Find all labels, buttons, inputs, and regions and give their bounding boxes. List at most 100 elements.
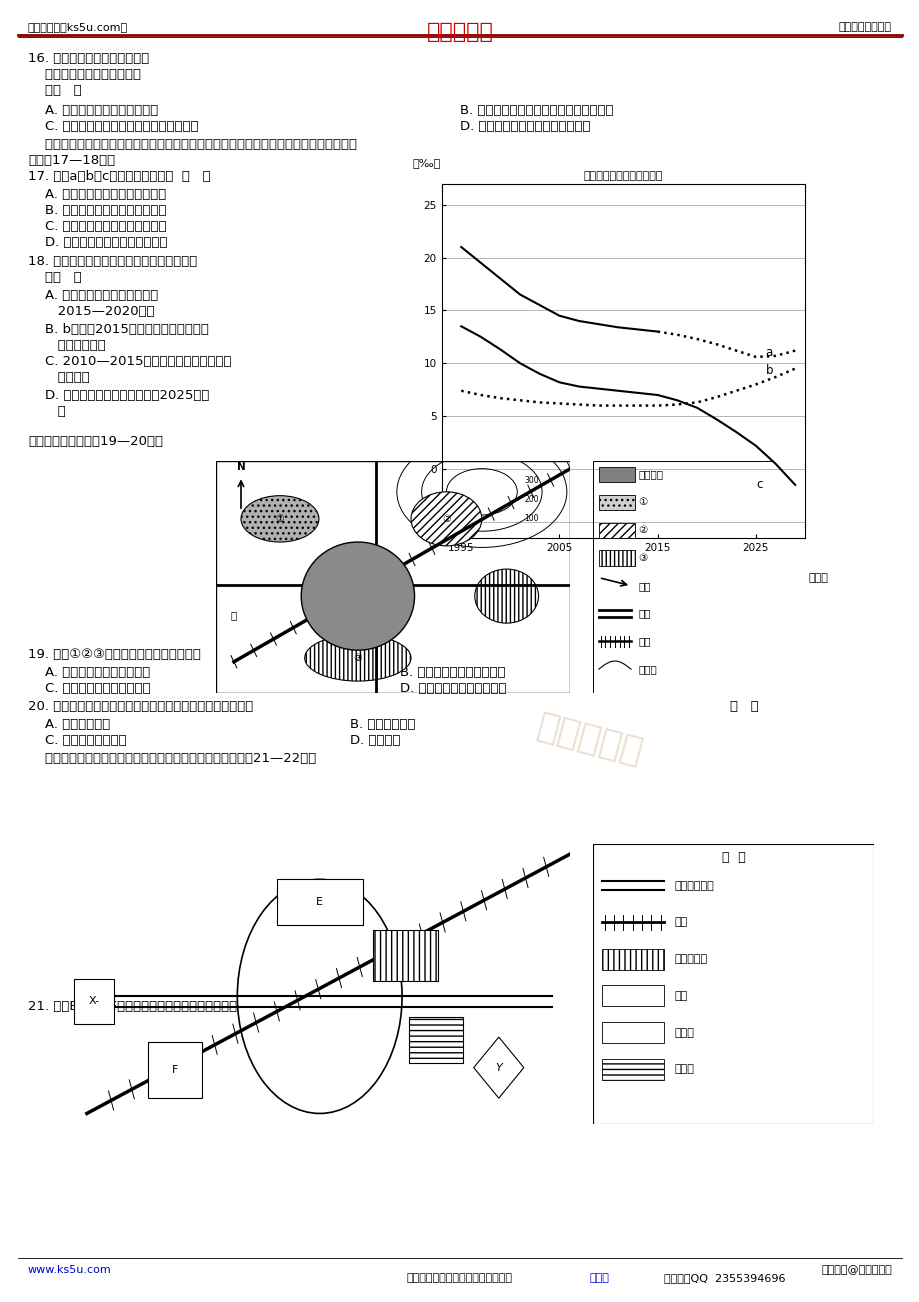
Ellipse shape — [301, 542, 414, 650]
Bar — [601, 986, 663, 1006]
Text: D. 社会经济和生态压力最小的是丁: D. 社会经济和生态压力最小的是丁 — [460, 120, 590, 133]
Text: ①: ① — [638, 497, 647, 508]
Ellipse shape — [304, 634, 411, 681]
Text: 住宅区: 住宅区 — [674, 1065, 694, 1074]
Bar — [598, 467, 634, 482]
Text: 境污染造成的: 境污染造成的 — [28, 339, 106, 352]
Text: 统型阶段: 统型阶段 — [28, 371, 90, 384]
Text: 后: 后 — [28, 405, 65, 418]
Text: ③: ③ — [353, 652, 362, 663]
Text: N: N — [236, 462, 245, 473]
FancyBboxPatch shape — [74, 979, 114, 1025]
Text: 是（   ）: 是（ ） — [28, 85, 82, 98]
Text: C. 地处盛行风下风向: C. 地处盛行风下风向 — [28, 734, 127, 747]
Text: C. 商业区、住宅区、工业区: C. 商业区、住宅区、工业区 — [28, 682, 151, 695]
Bar — [598, 551, 634, 565]
Text: 铁路: 铁路 — [674, 918, 687, 927]
Text: 公路: 公路 — [638, 608, 650, 618]
Text: 下图是我国人口增长走势及预测图，图中三条曲线表示出生率、死亡率、自然增长率。读: 下图是我国人口增长走势及预测图，图中三条曲线表示出生率、死亡率、自然增长率。读 — [28, 138, 357, 151]
Bar — [601, 1022, 663, 1043]
Text: E: E — [316, 897, 323, 907]
Text: 17. 图中a、b、c三条曲线依次表示  （   ）: 17. 图中a、b、c三条曲线依次表示 （ ） — [28, 171, 210, 184]
Text: 工业区: 工业区 — [674, 1027, 694, 1038]
Text: 300: 300 — [524, 475, 539, 484]
Text: a: a — [765, 346, 772, 359]
Text: X-: X- — [88, 996, 99, 1006]
Text: A. 中国人口最多的年份出现在: A. 中国人口最多的年份出现在 — [28, 289, 158, 302]
Text: 19. 图中①②③所代表的城市功能区分别是: 19. 图中①②③所代表的城市功能区分别是 — [28, 648, 200, 661]
Text: B. 最适宜发展劳动密集型产业的国家是丙: B. 最适宜发展劳动密集型产业的国家是丙 — [460, 104, 613, 117]
Bar — [373, 930, 437, 982]
Text: 21. 图中E工业区与F工业区相比，显著的区位优势是（   ）: 21. 图中E工业区与F工业区相比，显著的区位优势是（ ） — [28, 1000, 257, 1013]
Text: D. 死亡率、自然增长率、出生率: D. 死亡率、自然增长率、出生率 — [28, 236, 167, 249]
Text: 河流: 河流 — [638, 581, 650, 591]
Bar — [601, 1059, 663, 1079]
Text: 16. 关于甲、乙、丙、丁四个国: 16. 关于甲、乙、丙、丁四个国 — [28, 52, 149, 65]
Polygon shape — [473, 1038, 523, 1098]
Text: c: c — [755, 478, 762, 491]
Bar — [409, 1017, 462, 1062]
Text: 下图是我国西南地区中等城市功能区分布示意图。读图回答21—22题。: 下图是我国西南地区中等城市功能区分布示意图。读图回答21—22题。 — [28, 753, 316, 766]
Text: ①: ① — [276, 514, 284, 523]
Text: 18. 根据图中曲线走势判断，下列说法正确的: 18. 根据图中曲线走势判断，下列说法正确的 — [28, 255, 197, 268]
Text: A. 经济最发达的国家可能是甲: A. 经济最发达的国家可能是甲 — [28, 104, 158, 117]
Text: （河北、湖北、辽宁、安徽、重庆）: （河北、湖北、辽宁、安徽、重庆） — [406, 1273, 513, 1282]
Bar — [148, 1042, 201, 1098]
Text: B. 位于河流下游: B. 位于河流下游 — [349, 717, 415, 730]
Text: 等高线: 等高线 — [638, 664, 656, 674]
Text: D. 我国人口数量逐步减少要到2025年以: D. 我国人口数量逐步减少要到2025年以 — [28, 389, 210, 402]
Text: C. 死亡率、出生率、自然增长率: C. 死亡率、出生率、自然增长率 — [28, 220, 166, 233]
Text: C. 2010—2015年间我国人口增长处在传: C. 2010—2015年间我国人口增长处在传 — [28, 355, 232, 368]
Text: 高考资源网: 高考资源网 — [533, 710, 646, 771]
Bar — [598, 495, 634, 510]
Bar — [277, 879, 362, 926]
Text: www.ks5u.com: www.ks5u.com — [28, 1266, 111, 1275]
Text: 高考资源网: 高考资源网 — [426, 22, 493, 42]
Text: 城区: 城区 — [674, 991, 687, 1001]
Text: B. 工业区、住宅区、商业区: B. 工业区、住宅区、商业区 — [400, 667, 505, 680]
Text: 版权所有@高考资源网: 版权所有@高考资源网 — [821, 1266, 891, 1275]
Text: 100: 100 — [524, 514, 539, 523]
Text: 五地区: 五地区 — [589, 1273, 609, 1282]
Circle shape — [237, 879, 402, 1113]
Text: 家地理特征的叙述，正确的: 家地理特征的叙述，正确的 — [28, 68, 141, 81]
Text: B. b曲线自2015年后逐渐上升主要是环: B. b曲线自2015年后逐渐上升主要是环 — [28, 323, 209, 336]
Text: 试卷投稿QQ  2355394696: 试卷投稿QQ 2355394696 — [650, 1273, 785, 1282]
Text: ③: ③ — [638, 553, 647, 562]
Text: 图  例: 图 例 — [721, 852, 744, 865]
Text: 甲: 甲 — [231, 611, 237, 621]
Text: Y: Y — [494, 1062, 502, 1073]
Text: F: F — [171, 1065, 177, 1075]
Text: b: b — [765, 365, 772, 378]
Text: 主要商业区: 主要商业区 — [674, 954, 707, 965]
Text: 铁路: 铁路 — [638, 637, 650, 646]
Text: C. 劳动力短缺、社会保障负担较重的是乙: C. 劳动力短缺、社会保障负担较重的是乙 — [28, 120, 199, 133]
Title: 中国人口增长走势及预测图: 中国人口增长走势及预测图 — [583, 172, 663, 181]
Text: 20. 从环境效益的角度考虑，在甲处布局印染厂主要是因为其: 20. 从环境效益的角度考虑，在甲处布局印染厂主要是因为其 — [28, 700, 253, 713]
Text: 200: 200 — [524, 495, 539, 504]
Text: 图回答17—18题。: 图回答17—18题。 — [28, 154, 115, 167]
Text: 读某城镇略图，回答19—20题。: 读某城镇略图，回答19—20题。 — [28, 435, 163, 448]
Text: A. 住宅区、工业区、商业区: A. 住宅区、工业区、商业区 — [28, 667, 150, 680]
Text: A. 距离城市较远: A. 距离城市较远 — [28, 717, 110, 730]
Text: （   ）: （ ） — [729, 700, 758, 713]
Text: 2015—2020年间: 2015—2020年间 — [28, 305, 154, 318]
Text: 您身边的高考专家: 您身边的高考专家 — [838, 22, 891, 33]
Text: （‰）: （‰） — [412, 158, 440, 168]
Text: A. 出生率、死亡率、自然增长率: A. 出生率、死亡率、自然增长率 — [28, 187, 166, 201]
Ellipse shape — [241, 496, 319, 542]
Text: D. 住宅区、商业区、工业区: D. 住宅区、商业区、工业区 — [400, 682, 506, 695]
Text: 高考资源网（ks5u.com）: 高考资源网（ks5u.com） — [28, 22, 128, 33]
Text: （年）: （年） — [808, 573, 828, 583]
Text: ②: ② — [638, 525, 647, 535]
Text: 城市主要干道: 城市主要干道 — [674, 880, 714, 891]
Ellipse shape — [411, 492, 482, 546]
Bar — [601, 949, 663, 970]
Text: D. 靠近铁路: D. 靠近铁路 — [349, 734, 400, 747]
Bar — [598, 522, 634, 538]
Text: B. 出生率、自然增长率、死亡率: B. 出生率、自然增长率、死亡率 — [28, 204, 166, 217]
Text: 高等院校: 高等院校 — [638, 470, 663, 479]
Text: 是（   ）: 是（ ） — [28, 271, 82, 284]
Text: ②: ② — [441, 514, 450, 523]
Ellipse shape — [474, 569, 538, 624]
